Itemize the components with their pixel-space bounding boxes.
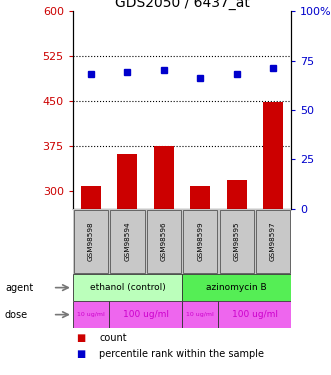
Text: ■: ■ [76, 333, 85, 343]
Bar [218, 301, 291, 328]
Text: GSM98597: GSM98597 [270, 222, 276, 261]
Bar [263, 102, 283, 209]
Bar [74, 210, 108, 273]
Bar [147, 210, 181, 273]
Text: dose: dose [5, 310, 28, 320]
Text: count: count [99, 333, 127, 343]
Text: percentile rank within the sample: percentile rank within the sample [99, 349, 264, 358]
Text: ethanol (control): ethanol (control) [90, 283, 165, 292]
Text: 10 ug/ml: 10 ug/ml [186, 312, 214, 317]
Bar [182, 301, 218, 328]
Text: GSM98598: GSM98598 [88, 222, 94, 261]
Text: agent: agent [5, 283, 33, 292]
Bar [183, 210, 217, 273]
Bar [182, 274, 291, 301]
Title: GDS2050 / 6437_at: GDS2050 / 6437_at [115, 0, 250, 10]
Bar [73, 301, 109, 328]
Text: 100 ug/ml: 100 ug/ml [123, 310, 168, 319]
Bar [109, 301, 182, 328]
Text: azinomycin B: azinomycin B [206, 283, 267, 292]
Bar [256, 210, 290, 273]
Bar [118, 153, 137, 209]
Text: GSM98596: GSM98596 [161, 222, 167, 261]
Text: 10 ug/ml: 10 ug/ml [77, 312, 105, 317]
Bar [110, 210, 145, 273]
Bar [219, 210, 254, 273]
Bar [73, 274, 182, 301]
Text: GSM98594: GSM98594 [124, 222, 130, 261]
Bar [227, 180, 247, 209]
Text: 100 ug/ml: 100 ug/ml [232, 310, 278, 319]
Bar [190, 186, 210, 209]
Bar [81, 186, 101, 209]
Text: GSM98599: GSM98599 [197, 222, 203, 261]
Bar [154, 146, 174, 208]
Text: GSM98595: GSM98595 [234, 222, 240, 261]
Text: ■: ■ [76, 349, 85, 358]
